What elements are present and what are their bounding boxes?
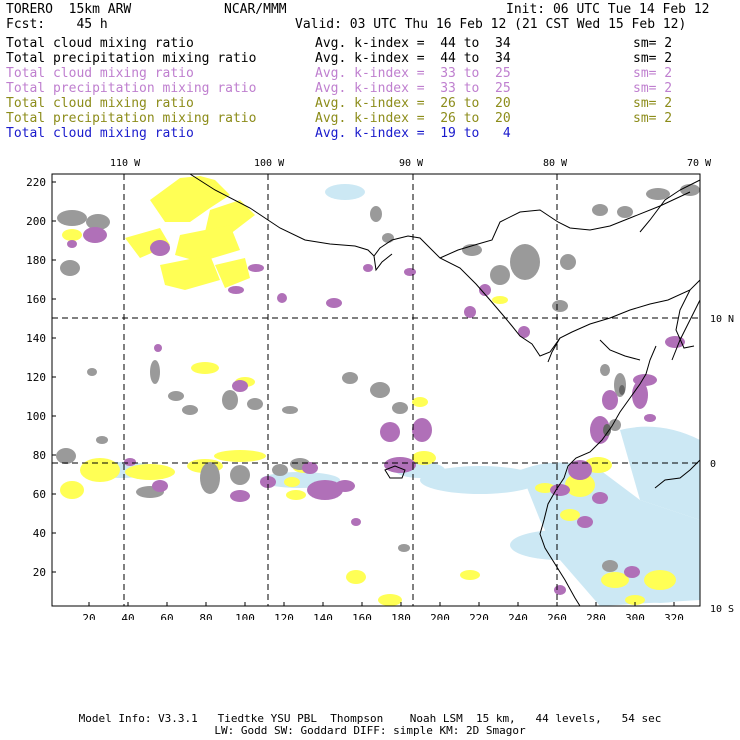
x-tick: 300 [625, 612, 645, 620]
coastline [189, 173, 701, 607]
x-tick: 60 [160, 612, 173, 620]
y-tick: 220 [26, 176, 46, 189]
legend-sm: sm= 2 [633, 81, 673, 96]
legend-row: Total cloud mixing ratio Avg. k-index = … [6, 126, 734, 141]
y-tick: 120 [26, 371, 46, 384]
forecast-map: 110 W 100 W 90 W 80 W 70 W 10 N 0 10 S [26, 158, 734, 620]
legend-row: Total precipitation mixing ratio Avg. k-… [6, 51, 734, 66]
lon-label: 90 W [399, 158, 424, 169]
y-tick: 140 [26, 332, 46, 345]
forecast-hour: Fcst: 45 h [6, 17, 108, 32]
model-info: Model Info: V3.3.1 Tiedtke YSU PBL Thomp… [78, 712, 662, 725]
init-time: Init: 06 UTC Tue 14 Feb 12 [506, 2, 710, 17]
y-axis: 220 200 180 160 140 120 100 80 60 40 20 [26, 176, 46, 579]
purple-field [67, 227, 685, 595]
legend-index: Avg. k-index = 19 to 4 [315, 126, 511, 141]
legend-sm: sm= 2 [633, 111, 673, 126]
x-tick: 240 [508, 612, 528, 620]
lat-label: 0 [710, 459, 716, 470]
legend-index: Avg. k-index = 44 to 34 [315, 51, 511, 66]
legend-name: Total precipitation mixing ratio [6, 51, 257, 66]
lon-label: 110 W [110, 158, 141, 169]
lat-label: 10 S [710, 604, 734, 615]
x-tick: 160 [352, 612, 372, 620]
legend-row: Total cloud mixing ratio Avg. k-index = … [6, 66, 734, 81]
y-tick: 20 [33, 566, 46, 579]
y-tick: 100 [26, 410, 46, 423]
x-tick: 140 [313, 612, 333, 620]
legend-index: Avg. k-index = 26 to 20 [315, 96, 511, 111]
y-tick: 180 [26, 254, 46, 267]
x-tick: 100 [235, 612, 255, 620]
legend-sm: sm= 2 [633, 96, 673, 111]
y-tick: 80 [33, 449, 46, 462]
center-label: NCAR/MMM [224, 2, 287, 17]
legend-name: Total cloud mixing ratio [6, 126, 194, 141]
legend-row: Total precipitation mixing ratio Avg. k-… [6, 111, 734, 126]
legend-row: Total cloud mixing ratio Avg. k-index = … [6, 36, 734, 51]
gray-field [56, 184, 700, 572]
lon-label: 80 W [543, 158, 568, 169]
legend-index: Avg. k-index = 26 to 20 [315, 111, 511, 126]
legend-name: Total cloud mixing ratio [6, 66, 194, 81]
x-tick: 200 [430, 612, 450, 620]
map-frame [51, 173, 701, 607]
x-tick: 40 [121, 612, 134, 620]
x-tick: 80 [199, 612, 212, 620]
x-tick: 260 [547, 612, 567, 620]
graticule [52, 174, 700, 606]
x-tick: 120 [274, 612, 294, 620]
legend-index: Avg. k-index = 33 to 25 [315, 66, 511, 81]
model-physics: LW: Godd SW: Goddard DIFF: simple KM: 2D… [214, 724, 526, 737]
lon-label: 70 W [687, 158, 712, 169]
legend-name: Total cloud mixing ratio [6, 36, 194, 51]
x-tick: 280 [586, 612, 606, 620]
legend-name: Total precipitation mixing ratio [6, 81, 257, 96]
y-tick: 200 [26, 215, 46, 228]
legend-name: Total cloud mixing ratio [6, 96, 194, 111]
legend-sm: sm= 2 [633, 36, 673, 51]
x-tick: 180 [391, 612, 411, 620]
y-tick: 60 [33, 488, 46, 501]
lon-label: 100 W [254, 158, 285, 169]
y-tick: 160 [26, 293, 46, 306]
model-title: TORERO 15km ARW [6, 2, 132, 17]
legend-index: Avg. k-index = 33 to 25 [315, 81, 511, 96]
valid-time: Valid: 03 UTC Thu 16 Feb 12 (21 CST Wed … [295, 17, 687, 32]
x-tick: 220 [469, 612, 489, 620]
y-tick: 40 [33, 527, 46, 540]
darkgray-field [603, 385, 625, 436]
legend-row: Total cloud mixing ratio Avg. k-index = … [6, 96, 734, 111]
legend-index: Avg. k-index = 44 to 34 [315, 36, 511, 51]
x-axis: 20 40 60 80 100 120 140 160 180 200 220 … [82, 612, 684, 620]
legend-name: Total precipitation mixing ratio [6, 111, 257, 126]
lat-label: 10 N [710, 314, 734, 325]
legend-sm: sm= 2 [633, 51, 673, 66]
x-tick: 20 [82, 612, 95, 620]
x-tick: 320 [664, 612, 684, 620]
legend-sm: sm= 2 [633, 66, 673, 81]
legend-row: Total precipitation mixing ratio Avg. k-… [6, 81, 734, 96]
yellow-field [60, 176, 676, 606]
